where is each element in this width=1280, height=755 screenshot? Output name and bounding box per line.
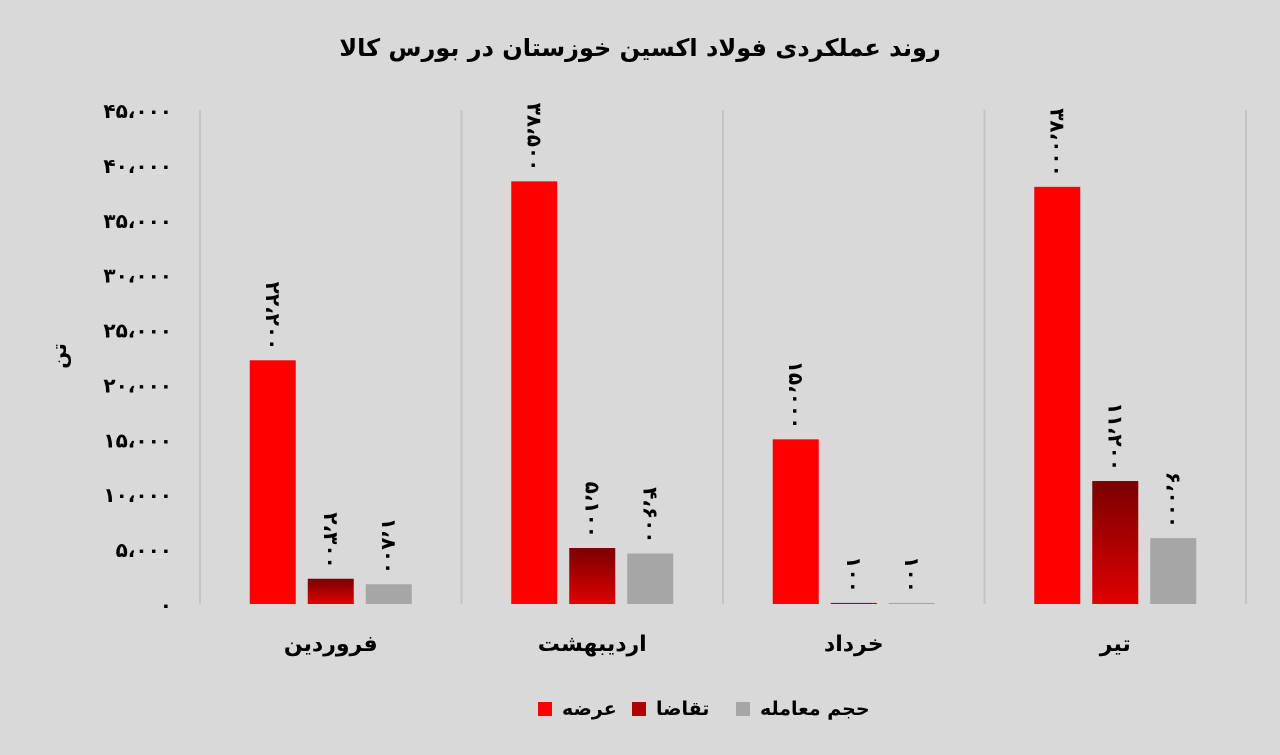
bar [569, 548, 616, 604]
bar [249, 360, 296, 604]
data-label: ۱۰۰ [900, 556, 924, 593]
legend-label: عرضه [562, 698, 617, 720]
legend-label: حجم معامله [760, 698, 870, 720]
legend: عرضه تقاضا حجم معامله [538, 698, 870, 720]
y-tick-label: ۳۵،۰۰۰ [103, 209, 172, 233]
y-tick-label: ۵،۰۰۰ [116, 538, 172, 562]
value-labels: ۲۲،۲۰۰ ۲،۳۰۰ ۱،۸۰۰ ۳۸،۵۰۰ ۵،۱۰۰ ۴،۶۰۰ ۱۵،۰۰۰ ۱۰… [261, 103, 1186, 593]
data-label: ۱۰۰ [842, 556, 866, 593]
data-label: ۳۸،۰۰۰ [1045, 108, 1069, 177]
legend-swatch [538, 702, 552, 716]
legend-label: تقاضا [656, 698, 709, 720]
legend-swatch [736, 702, 750, 716]
data-label: ۱۵،۰۰۰ [784, 361, 808, 430]
y-tick-label: ۴۵،۰۰۰ [103, 99, 172, 123]
data-label: ۳۸،۵۰۰ [522, 103, 546, 172]
data-label: ۲،۳۰۰ [319, 512, 343, 568]
y-tick-label: ۴۰،۰۰۰ [103, 154, 172, 178]
data-label: ۴،۶۰۰ [638, 487, 662, 543]
y-tick-label: ۲۵،۰۰۰ [103, 319, 172, 343]
y-axis-label: تن [47, 343, 71, 369]
data-label: ۲۲،۲۰۰ [261, 282, 285, 351]
data-label: ۱،۸۰۰ [377, 518, 401, 574]
y-tick-label: ۳۰،۰۰۰ [103, 264, 172, 288]
bar [627, 553, 674, 604]
y-axis-ticks: ۰ ۵،۰۰۰ ۱۰،۰۰۰ ۱۵،۰۰۰ ۲۰،۰۰۰ ۲۵،۰۰۰ ۳۰،۰۰۰ ۳۵،۰… [103, 99, 172, 617]
y-tick-label: ۱۵،۰۰۰ [103, 428, 172, 452]
x-tick-label: فروردین [284, 632, 378, 657]
x-axis-labels: فروردین اردیبهشت خرداد تیر [284, 632, 1131, 657]
y-tick-label: ۱۰،۰۰۰ [103, 483, 172, 507]
data-label: ۱۱،۲۰۰ [1103, 402, 1127, 471]
bar [1150, 538, 1197, 604]
y-tick-label: ۲۰،۰۰۰ [103, 373, 172, 397]
bar [830, 602, 877, 604]
bar [511, 181, 558, 604]
x-tick-label: اردیبهشت [538, 632, 647, 657]
chart-title: روند عملکردی فولاد اکسین خوزستان در بورس… [339, 34, 941, 62]
bar [365, 584, 412, 604]
category-dividers [199, 110, 1247, 604]
bar [307, 578, 354, 604]
bar [1092, 481, 1139, 604]
data-label: ۶،۰۰۰ [1161, 472, 1185, 528]
bar [772, 439, 819, 604]
x-tick-label: تیر [1099, 632, 1131, 657]
y-tick-label: ۰ [160, 593, 172, 617]
legend-swatch [632, 702, 646, 716]
data-label: ۵،۱۰۰ [580, 482, 604, 538]
bars [249, 181, 1197, 604]
bar [1034, 186, 1081, 604]
bar [888, 602, 935, 604]
x-tick-label: خرداد [824, 632, 884, 657]
